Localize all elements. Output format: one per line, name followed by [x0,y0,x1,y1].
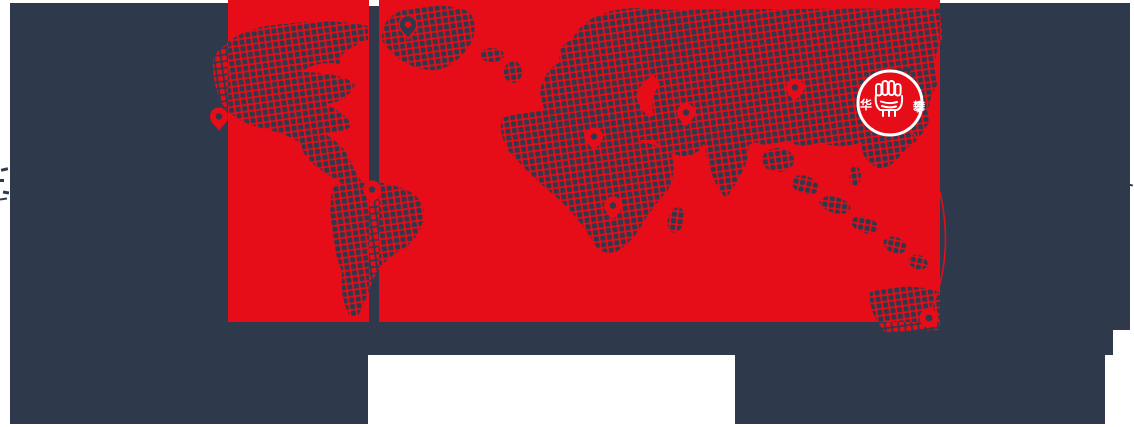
footer-block-right [735,355,1105,424]
footer-band [10,330,1113,355]
pin-middle-east[interactable] [677,103,695,128]
panel-gap-notch [369,0,379,6]
pins-layer [210,14,939,328]
seal-char-left: 华 [860,97,872,112]
pin-east-asia[interactable] [786,78,804,103]
route-curve [911,130,947,310]
seal-char-right: 攀 [913,99,926,114]
raised-fist-icon [874,80,904,117]
pin-south-america[interactable] [363,180,381,205]
pin-south-africa[interactable] [604,196,622,221]
logo-seal: 华 攀 [856,69,926,137]
footer-block-left [10,355,368,424]
pin-greenland[interactable] [398,14,418,41]
pin-north-america-west[interactable] [210,107,228,132]
pin-west-africa[interactable] [585,127,603,152]
edge-mark [0,179,4,182]
pin-oceania[interactable] [919,308,939,328]
